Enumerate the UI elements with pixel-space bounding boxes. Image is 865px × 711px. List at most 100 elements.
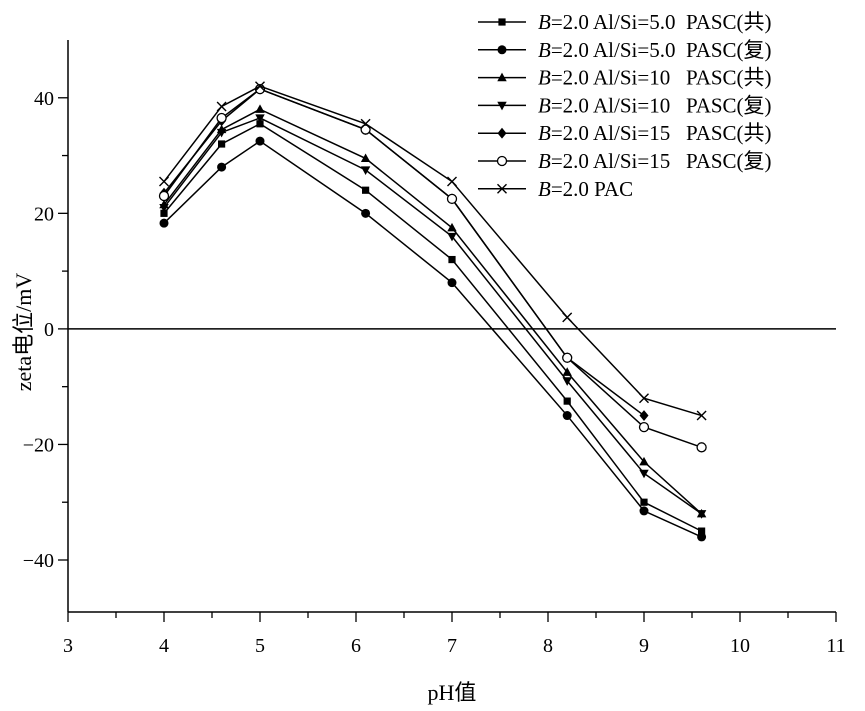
square-marker [160, 209, 168, 217]
series-line [163, 88, 702, 449]
series-line [163, 117, 703, 515]
triangle-down-marker [497, 101, 507, 111]
legend: B=2.0 Al/Si=5.0 PASC(共)B=2.0 Al/Si=5.0 P… [478, 10, 772, 201]
legend-label-italic: B [538, 177, 551, 201]
y-tick-label: −20 [23, 434, 54, 456]
triangle-up-marker [562, 367, 572, 376]
circle-marker [562, 411, 572, 421]
x-axis-label: pH值 [428, 680, 477, 705]
legend-label-italic: B [538, 93, 551, 117]
y-axis-label: zeta电位/mV [11, 273, 36, 392]
square-marker [448, 255, 456, 264]
x-tick-label: 10 [730, 635, 750, 657]
triangle-up-marker [447, 222, 457, 232]
legend-item: B=2.0 Al/Si=5.0 PASC(共) [478, 10, 772, 34]
y-tick-label: 0 [44, 319, 54, 341]
legend-label: B=2.0 Al/Si=10 PASC(共) [538, 66, 772, 90]
triangle-down-marker [562, 377, 572, 386]
legend-label-rest: =2.0 Al/Si=5.0 PASC(共) [551, 10, 772, 34]
x-tick-label: 5 [255, 635, 265, 657]
diamond-marker [497, 127, 507, 139]
legend-label: B=2.0 Al/Si=15 PASC(复) [538, 149, 772, 173]
square-marker [563, 397, 571, 405]
legend-label-rest: =2.0 Al/Si=15 PASC(共) [551, 121, 772, 145]
legend-label: B=2.0 Al/Si=10 PASC(复) [538, 93, 772, 117]
open-circle-marker [446, 193, 458, 205]
series-line [163, 108, 703, 515]
legend-item: B=2.0 Al/Si=15 PASC(共) [478, 121, 772, 145]
x-marker [216, 101, 227, 112]
legend-item: B=2.0 Al/Si=5.0 PASC(复) [478, 38, 772, 62]
circle-marker [639, 506, 649, 516]
open-circle-marker [562, 352, 573, 363]
legend-item: B=2.0 Al/Si=10 PASC(复) [478, 93, 772, 117]
square-marker [698, 527, 706, 535]
square-marker [498, 18, 506, 26]
legend-label: B=2.0 Al/Si=15 PASC(共) [538, 121, 772, 145]
legend-item: B=2.0 Al/Si=10 PASC(共) [478, 66, 772, 90]
square-marker [218, 140, 226, 148]
legend-label: B=2.0 Al/Si=5.0 PASC(复) [538, 38, 772, 62]
legend-label-italic: B [538, 121, 551, 145]
series-1 [160, 120, 706, 535]
y-tick-label: 40 [34, 88, 54, 110]
series-7 [159, 81, 707, 421]
x-marker [255, 81, 265, 92]
square-marker [362, 186, 370, 194]
series-2 [159, 136, 707, 542]
open-circle-marker [496, 155, 508, 167]
triangle-up-marker [255, 104, 265, 113]
circle-marker [361, 208, 371, 218]
open-circle-marker [158, 190, 170, 202]
square-marker [256, 120, 264, 128]
x-tick-label: 9 [639, 635, 649, 657]
open-circle-marker [696, 442, 707, 453]
legend-label-italic: B [538, 149, 551, 173]
triangle-down-marker [639, 469, 649, 479]
series-4 [159, 114, 707, 519]
square-marker [640, 498, 648, 506]
legend-label: B=2.0 PAC [538, 177, 633, 201]
series-line [163, 140, 702, 538]
circle-marker [159, 218, 169, 228]
legend-label-italic: B [538, 66, 551, 90]
triangle-up-marker [360, 153, 371, 163]
x-tick-label: 7 [447, 635, 457, 657]
x-marker [360, 118, 371, 129]
circle-marker [255, 136, 265, 146]
series-layer [158, 81, 707, 542]
triangle-down-marker [159, 203, 169, 213]
diamond-marker [639, 410, 649, 421]
x-marker [562, 312, 573, 323]
x-marker [447, 176, 457, 187]
x-marker [639, 393, 649, 404]
legend-label-italic: B [538, 38, 551, 62]
legend-label-rest: =2.0 Al/Si=10 PASC(共) [551, 66, 772, 90]
y-tick-label: −40 [23, 550, 54, 572]
legend-label-rest: =2.0 Al/Si=15 PASC(复) [551, 149, 772, 173]
series-line [163, 85, 702, 417]
x-marker [696, 410, 707, 421]
triangle-down-marker [216, 128, 227, 138]
triangle-up-marker [639, 456, 649, 466]
x-tick-label: 11 [826, 635, 845, 657]
x-tick-label: 4 [159, 635, 169, 657]
open-circle-marker [638, 421, 650, 433]
legend-label-italic: B [538, 10, 551, 34]
legend-label: B=2.0 Al/Si=5.0 PASC(共) [538, 10, 772, 34]
circle-marker [217, 162, 227, 172]
triangle-down-marker [696, 510, 707, 519]
circle-marker [447, 278, 457, 288]
open-circle-marker [216, 112, 227, 124]
triangle-down-marker [255, 114, 265, 123]
open-circle-marker [360, 124, 371, 135]
x-tick-label: 6 [351, 635, 361, 657]
legend-label-rest: =2.0 Al/Si=10 PASC(复) [551, 93, 772, 117]
x-marker [159, 176, 169, 187]
y-tick-label: 20 [34, 203, 54, 225]
legend-item: B=2.0 PAC [478, 177, 633, 201]
legend-label-rest: =2.0 PAC [551, 177, 633, 201]
legend-label-rest: =2.0 Al/Si=5.0 PASC(复) [551, 38, 772, 62]
triangle-up-marker [497, 72, 507, 82]
